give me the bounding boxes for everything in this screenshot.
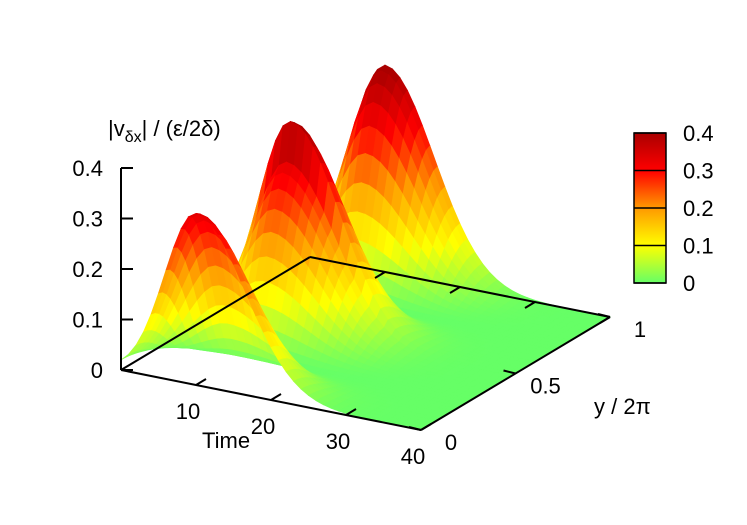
x-tick-label: 30 xyxy=(326,429,350,454)
x-tick xyxy=(195,378,207,386)
x-tick-label: 20 xyxy=(251,414,275,439)
z-tick-label: 0.2 xyxy=(72,257,103,282)
surface-plot xyxy=(120,64,611,431)
z-tick-label: 0.3 xyxy=(72,207,103,232)
x-tick-back xyxy=(449,286,461,294)
x-tick-label: 40 xyxy=(401,444,425,469)
y-tick xyxy=(503,369,516,375)
x-tick-back xyxy=(374,271,386,279)
plot-axes: 0 0.1 0.2 0.3 0.4 10 20 30 40 0 0.5 1 xyxy=(72,156,646,469)
z-axis-label-sub: δx xyxy=(125,129,142,146)
colorbar-tick-label: 0.3 xyxy=(683,159,714,184)
colorbar-tick-label: 0.2 xyxy=(683,196,714,221)
x-tick-label: 10 xyxy=(176,399,200,424)
x-tick-back xyxy=(524,301,536,309)
x-tick xyxy=(420,423,432,431)
z-tick-label: 0.1 xyxy=(72,308,103,333)
colorbar: 0 0.1 0.2 0.3 0.4 xyxy=(633,121,714,296)
y-tick xyxy=(408,426,422,431)
z-tick-label: 0 xyxy=(91,358,103,383)
x-tick xyxy=(270,393,282,401)
z-axis-label-rest: | / (ε/2δ) xyxy=(142,116,221,141)
x-axis-label: Time xyxy=(202,428,250,453)
colorbar-tick-label: 0.1 xyxy=(683,234,714,259)
x-tick xyxy=(345,408,357,416)
y-tick xyxy=(597,313,611,318)
x-tick-back xyxy=(599,316,611,324)
colorbar-tick-label: 0 xyxy=(683,271,695,296)
y-tick-label: 1 xyxy=(634,317,646,342)
left-edge-line xyxy=(120,256,311,371)
y-tick-label: 0 xyxy=(445,430,457,455)
z-axis-label-main: |v xyxy=(108,116,125,141)
colorbar-tick-label: 0.4 xyxy=(683,121,714,146)
z-tick-label: 0.4 xyxy=(72,156,103,181)
z-axis-label: |vδx| / (ε/2δ) xyxy=(108,116,221,146)
y-axis-label: y / 2π xyxy=(594,394,651,419)
y-tick-label: 0.5 xyxy=(530,374,561,399)
